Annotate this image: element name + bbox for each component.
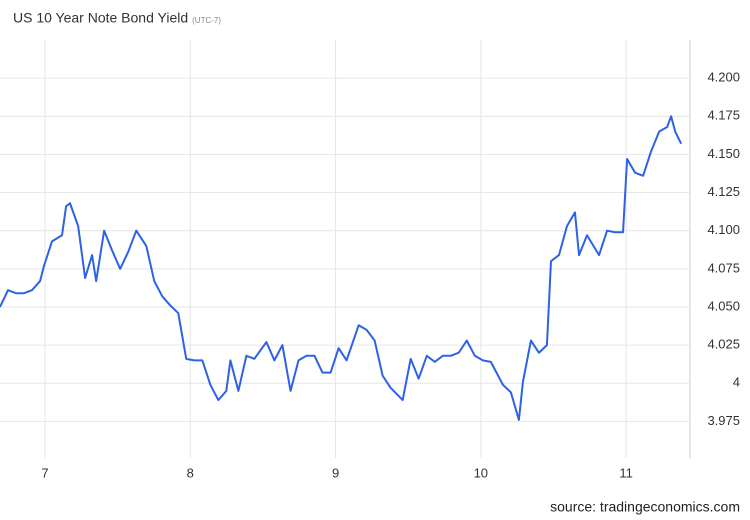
source-note: source: tradingeconomics.com bbox=[550, 499, 740, 515]
y-tick-label: 4.125 bbox=[707, 184, 740, 199]
x-tick-label: 10 bbox=[474, 465, 488, 480]
y-tick-label: 4.150 bbox=[707, 146, 740, 161]
chart-title: US 10 Year Note Bond Yield bbox=[13, 10, 188, 26]
y-tick-label: 4.050 bbox=[707, 298, 740, 313]
y-tick-label: 4.200 bbox=[707, 70, 740, 85]
y-tick-label: 4.175 bbox=[707, 108, 740, 123]
x-tick-label: 11 bbox=[619, 465, 633, 480]
y-tick-label: 4.025 bbox=[707, 337, 740, 352]
x-tick-label: 9 bbox=[332, 465, 339, 480]
y-tick-label: 4.100 bbox=[707, 222, 740, 237]
y-tick-label: 4 bbox=[733, 375, 740, 390]
x-tick-label: 7 bbox=[41, 465, 48, 480]
data-line bbox=[0, 115, 683, 421]
y-tick-label: 4.075 bbox=[707, 260, 740, 275]
y-tick-label: 3.975 bbox=[707, 413, 740, 428]
x-tick-label: 8 bbox=[187, 465, 194, 480]
chart-subtitle: (UTC-7) bbox=[192, 16, 221, 25]
